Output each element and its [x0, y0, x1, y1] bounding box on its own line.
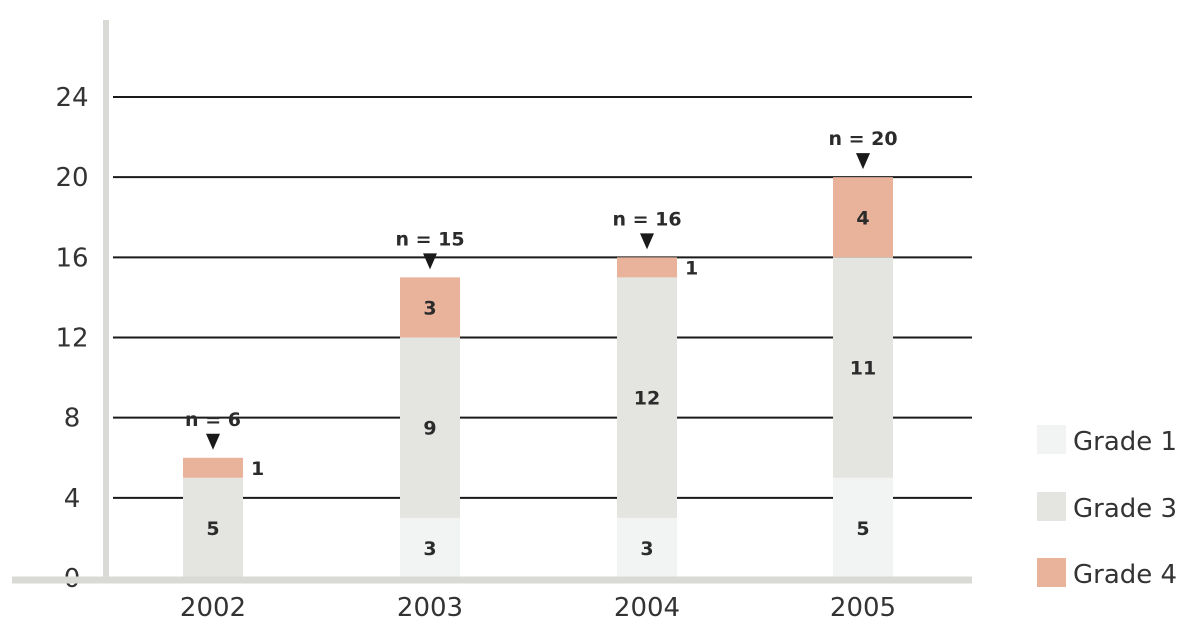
y-tick-label-20: 20 [55, 163, 88, 193]
total-arrow-2003 [423, 253, 437, 270]
bars: 5 1 n = 6 3 9 3 n = 15 3 12 1 n = 16 5 11 4 n = 20 [183, 128, 898, 578]
data-label-2004-grade-3: 12 [634, 388, 660, 410]
x-tick-label-2002: 2002 [180, 593, 246, 623]
bar-segment-2005-grade-1 [833, 477, 893, 578]
bar-segment-2002-grade-3 [183, 477, 243, 578]
bar-segment-2004-grade-1 [617, 517, 677, 578]
data-label-2003-grade-1: 3 [423, 538, 436, 560]
legend-swatch-grade-3 [1037, 492, 1066, 521]
data-label-2002-grade-4: 1 [251, 458, 264, 480]
bar-segment-2003-grade-3 [400, 337, 460, 518]
total-arrow-2004 [640, 233, 654, 250]
bar-segment-2005-grade-4 [833, 177, 893, 258]
legend-label-grade-3: Grade 3 [1073, 494, 1177, 524]
total-arrow-2005 [856, 153, 870, 170]
gridlines [113, 96, 972, 499]
data-label-2005-grade-4: 4 [856, 207, 869, 229]
data-label-2004-grade-1: 3 [640, 538, 653, 560]
data-label-2003-grade-3: 9 [423, 418, 436, 440]
data-label-2002-grade-3: 5 [206, 518, 219, 540]
bar-segment-2003-grade-1 [400, 517, 460, 578]
data-label-2005-grade-1: 5 [856, 518, 869, 540]
x-tick-label-2004: 2004 [614, 593, 680, 623]
y-tick-label-24: 24 [55, 83, 88, 113]
x-tick-label-2005: 2005 [830, 593, 896, 623]
x-tick-label-2003: 2003 [397, 593, 463, 623]
bar-segment-2003-grade-4 [400, 277, 460, 338]
data-label-2004-grade-4: 1 [685, 257, 698, 279]
bar-segment-2002-grade-4 [183, 457, 243, 478]
legend-label-grade-4: Grade 4 [1073, 560, 1177, 590]
legend: Grade 1 Grade 3 Grade 4 [1037, 425, 1177, 590]
bar-segment-2004-grade-3 [617, 277, 677, 518]
y-tick-label-16: 16 [55, 243, 88, 273]
y-tick-label-12: 12 [55, 324, 88, 354]
x-axis-ticks: 2002 2003 2004 2005 [180, 593, 896, 623]
bar-segment-2004-grade-4 [617, 257, 677, 278]
axes [12, 20, 972, 584]
y-tick-label-8: 8 [64, 404, 81, 434]
total-arrow-2002 [206, 433, 220, 450]
total-label-2005: n = 20 [828, 128, 897, 150]
data-label-2005-grade-3: 11 [850, 358, 876, 380]
data-label-2003-grade-4: 3 [423, 297, 436, 319]
y-axis-ticks: 04812162024 [55, 83, 88, 594]
total-label-2002: n = 6 [185, 409, 241, 431]
total-label-2004: n = 16 [612, 208, 681, 230]
legend-swatch-grade-1 [1037, 425, 1066, 454]
legend-label-grade-1: Grade 1 [1073, 427, 1177, 457]
legend-swatch-grade-4 [1037, 558, 1066, 587]
y-tick-label-4: 4 [64, 484, 81, 514]
bar-segment-2005-grade-3 [833, 257, 893, 478]
total-label-2003: n = 15 [395, 228, 464, 250]
